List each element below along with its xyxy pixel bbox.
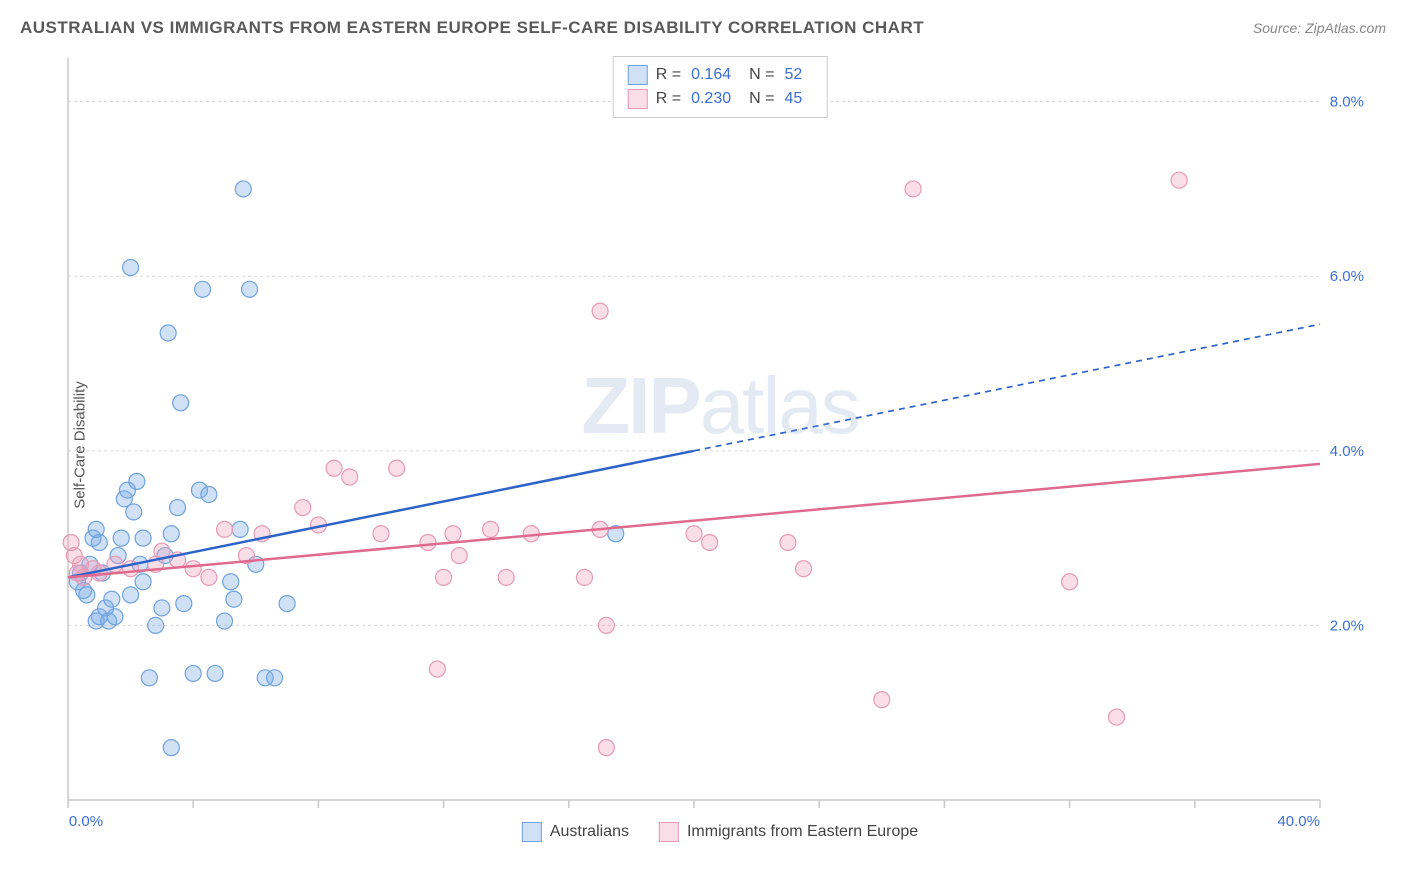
swatch-icon [628, 89, 648, 109]
legend-item-immigrants: Immigrants from Eastern Europe [659, 822, 918, 842]
correlation-legend: R = 0.164 N = 52 R = 0.230 N = 45 [613, 56, 828, 118]
svg-text:8.0%: 8.0% [1330, 94, 1364, 111]
svg-text:40.0%: 40.0% [1277, 813, 1320, 830]
svg-text:0.0%: 0.0% [69, 813, 103, 830]
r-value: 0.164 [691, 66, 731, 84]
source-attribution: Source: ZipAtlas.com [1253, 20, 1386, 36]
plot-area: 2.0% 4.0% 6.0% 8.0% 0.0% 40.0% R = 0.164 N = … [60, 50, 1380, 840]
svg-text:4.0%: 4.0% [1330, 443, 1364, 460]
svg-text:6.0%: 6.0% [1330, 268, 1364, 285]
swatch-icon [659, 822, 679, 842]
n-value: 45 [784, 90, 802, 108]
svg-text:2.0%: 2.0% [1330, 617, 1364, 634]
swatch-icon [628, 65, 648, 85]
legend-label: Australians [550, 823, 629, 841]
legend-row-immigrants: R = 0.230 N = 45 [628, 87, 813, 111]
chart-title: AUSTRALIAN VS IMMIGRANTS FROM EASTERN EU… [20, 18, 924, 38]
r-value: 0.230 [691, 90, 731, 108]
legend-label: Immigrants from Eastern Europe [687, 823, 918, 841]
header: AUSTRALIAN VS IMMIGRANTS FROM EASTERN EU… [20, 18, 1386, 38]
chart-svg: 2.0% 4.0% 6.0% 8.0% 0.0% 40.0% [60, 50, 1380, 840]
series-legend: Australians Immigrants from Eastern Euro… [522, 822, 918, 842]
legend-item-australians: Australians [522, 822, 629, 842]
chart-container: Self-Care Disability 2.0%4.0%6.0%8.0%0.0… [48, 50, 1384, 840]
swatch-icon [522, 822, 542, 842]
n-value: 52 [784, 66, 802, 84]
legend-row-australians: R = 0.164 N = 52 [628, 63, 813, 87]
